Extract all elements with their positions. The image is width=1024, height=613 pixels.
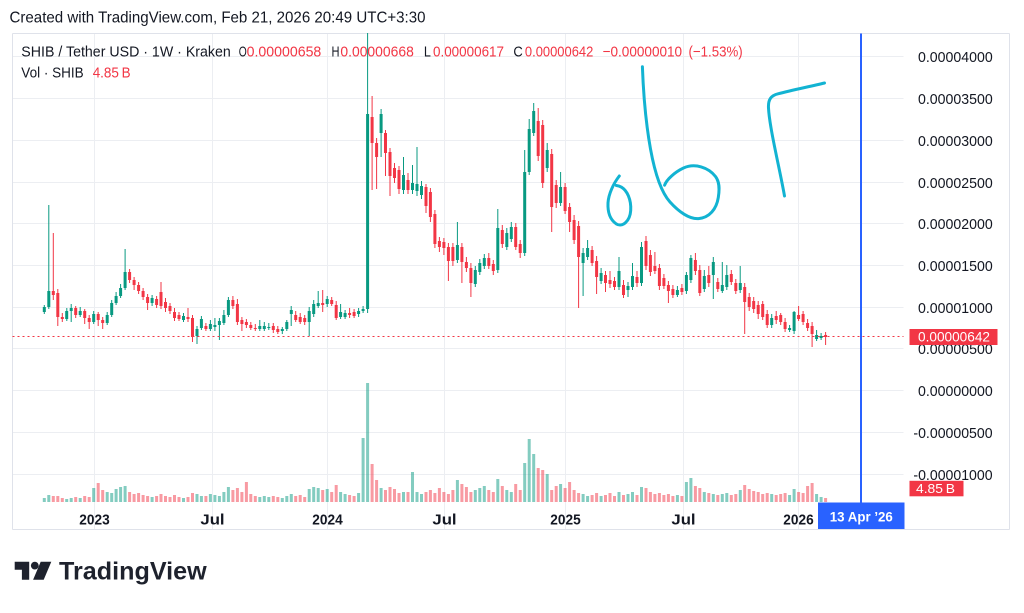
svg-text:-0.00001000: -0.00001000 [913,467,992,484]
svg-text:TradingView: TradingView [59,558,207,586]
svg-text:2025: 2025 [550,511,580,528]
svg-text:2023: 2023 [79,511,109,528]
svg-text:Jul: Jul [671,511,695,528]
svg-text:4.85 B: 4.85 B [916,481,955,496]
svg-text:0.00002500: 0.00002500 [918,175,993,192]
svg-text:2026: 2026 [783,511,813,528]
svg-text:Jul: Jul [200,511,224,528]
svg-text:2024: 2024 [312,511,343,528]
svg-text:0.00001000: 0.00001000 [918,300,993,317]
svg-text:Jul: Jul [432,511,456,528]
svg-text:0.00003500: 0.00003500 [918,91,993,108]
svg-text:0.00000000: 0.00000000 [918,383,993,400]
svg-text:0.00000500: 0.00000500 [918,341,993,358]
svg-text:0.00004000: 0.00004000 [918,49,993,66]
svg-text:0.00000642: 0.00000642 [918,329,990,345]
svg-text:SHIB / Tether USD · 1W · Krake: SHIB / Tether USD · 1W · Kraken O0.000006… [21,44,742,61]
svg-text:0.00001500: 0.00001500 [918,258,993,275]
svg-text:0.00003000: 0.00003000 [918,133,993,150]
svg-text:Created with TradingView.com,: Created with TradingView.com, Feb 21, 20… [10,10,426,27]
svg-text:13 Apr ’26: 13 Apr ’26 [830,508,893,524]
svg-text:0.00002000: 0.00002000 [918,216,993,233]
svg-text:-0.00000500: -0.00000500 [913,425,992,442]
